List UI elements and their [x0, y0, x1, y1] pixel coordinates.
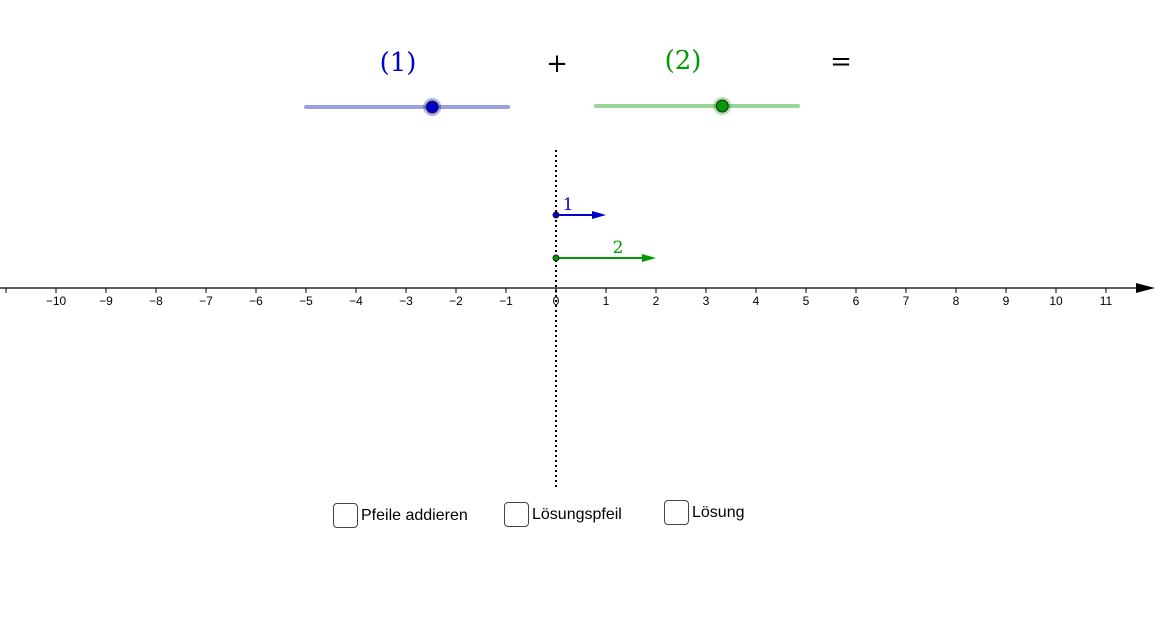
tick-label: −8 [149, 294, 163, 308]
number-line: −10 −9 −8 −7 −6 −5 −4 −3 −2 −1 0 1 2 3 4 5 6 7 8 9 10 11 [0, 283, 1155, 308]
slider-2-handle[interactable] [715, 99, 729, 113]
equals-sign: = [830, 47, 852, 77]
slider-1-handle[interactable] [425, 100, 439, 114]
tick-label: 3 [703, 294, 710, 308]
checkbox-pfeile-addieren-box[interactable] [333, 503, 358, 528]
tick-label: 8 [953, 294, 960, 308]
checkbox-loesungspfeil-label: Lösungspfeil [532, 505, 622, 523]
arrow-2-label: 2 [613, 238, 624, 258]
checkbox-loesungspfeil-box[interactable] [504, 502, 529, 527]
arrow-1-start-point[interactable] [552, 211, 560, 219]
arrow-2: 2 [552, 238, 656, 262]
slider-1[interactable] [304, 98, 510, 116]
tick-label: −6 [249, 294, 263, 308]
tick-label: 9 [1003, 294, 1010, 308]
tick-label: 1 [603, 294, 610, 308]
term-1-label: (1) [380, 48, 417, 78]
tick-label: 10 [1049, 294, 1063, 308]
tick-label: −7 [199, 294, 213, 308]
slider-2[interactable] [594, 97, 800, 115]
checkbox-row: Pfeile addieren Lösungspfeil Lösung [0, 500, 1157, 532]
tick-label: −10 [46, 294, 67, 308]
tick-label: −9 [99, 294, 113, 308]
arrow-1: 1 [552, 195, 606, 219]
checkbox-loesungspfeil[interactable]: Lösungspfeil [504, 502, 622, 527]
tick-label: −1 [499, 294, 513, 308]
tick-label: 2 [653, 294, 660, 308]
checkbox-loesung[interactable]: Lösung [664, 500, 745, 525]
tick-label: −4 [349, 294, 363, 308]
tick-label: 5 [803, 294, 810, 308]
arrow-2-head [642, 254, 656, 262]
checkbox-pfeile-addieren[interactable]: Pfeile addieren [333, 503, 468, 528]
tick-label: −3 [399, 294, 413, 308]
tick-label: 4 [753, 294, 760, 308]
tick-label: 0 [553, 294, 560, 308]
tick-label: 7 [903, 294, 910, 308]
tick-label: 11 [1100, 294, 1113, 308]
plus-sign: + [546, 49, 568, 79]
tick-label: −2 [449, 294, 463, 308]
tick-label: 6 [853, 294, 860, 308]
arrow-1-head [592, 211, 606, 219]
arrow-1-label: 1 [563, 195, 574, 215]
term-2-label: (2) [665, 46, 702, 76]
checkbox-pfeile-addieren-label: Pfeile addieren [361, 506, 468, 524]
checkbox-loesung-box[interactable] [664, 500, 689, 525]
arrow-2-start-point[interactable] [552, 254, 560, 262]
addend-arrows: 12 [552, 195, 656, 262]
checkbox-loesung-label: Lösung [692, 503, 745, 521]
tick-label: −5 [299, 294, 313, 308]
axis-arrowhead [1136, 283, 1155, 293]
